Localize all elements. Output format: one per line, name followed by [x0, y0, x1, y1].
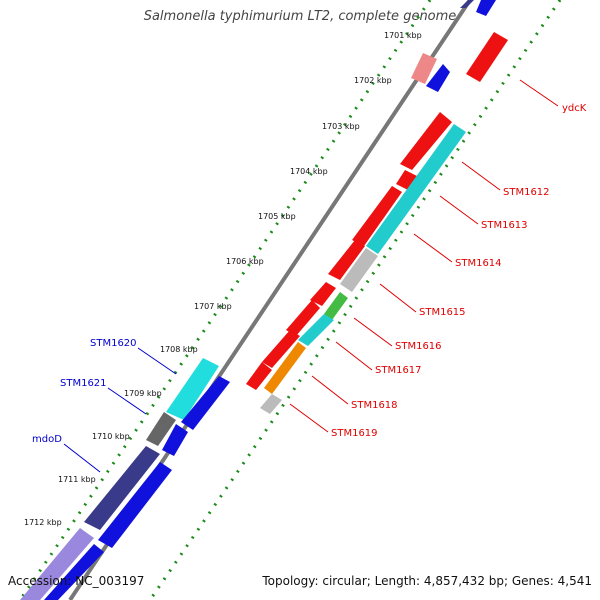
gene-feature[interactable] — [246, 362, 272, 390]
gene-label-stm1616[interactable]: STM1616 — [395, 341, 442, 352]
kbp-tick-labels: 1701 kbp 1702 kbp 1703 kbp 1704 kbp 1705… — [24, 31, 422, 527]
label-leaders — [63, 79, 559, 473]
gene-feature[interactable] — [476, 0, 496, 16]
gene-label-stm1615[interactable]: STM1615 — [419, 307, 466, 318]
gene-feature[interactable] — [310, 282, 336, 306]
gene-labels: ydcK STM1612 STM1613 STM1614 STM1615 STM… — [32, 103, 587, 445]
gene-feature[interactable] — [298, 314, 334, 346]
gene-feature[interactable] — [366, 124, 466, 254]
gene-label-stm1617[interactable]: STM1617 — [375, 365, 422, 376]
gene-label-ydck[interactable]: ydcK — [562, 103, 587, 114]
gene-label-stm1612[interactable]: STM1612 — [503, 187, 550, 198]
gene-feature[interactable] — [324, 292, 348, 320]
gene-feature[interactable] — [84, 446, 160, 530]
tick-label: 1709 kbp — [124, 389, 162, 398]
gene-feature[interactable] — [286, 300, 320, 336]
gene-feature[interactable] — [340, 248, 378, 292]
tick-label: 1708 kbp — [160, 345, 198, 354]
tick-label: 1707 kbp — [194, 302, 232, 311]
gene-feature[interactable] — [400, 112, 452, 170]
leader-line — [439, 195, 479, 225]
leader-line — [311, 375, 349, 405]
leader-line — [289, 403, 329, 433]
scale-track-inner — [148, 0, 562, 600]
gene-label-mdod[interactable]: mdoD — [32, 434, 62, 445]
gene-feature[interactable] — [264, 342, 306, 394]
leader-line — [335, 341, 373, 371]
gene-feature[interactable] — [166, 358, 219, 420]
gene-feature[interactable] — [426, 64, 450, 92]
tick-label: 1703 kbp — [322, 122, 360, 131]
tick-label: 1706 kbp — [226, 257, 264, 266]
gene-label-stm1618[interactable]: STM1618 — [351, 400, 398, 411]
gene-feature[interactable] — [262, 330, 300, 368]
leader-line — [107, 387, 147, 415]
gene-feature[interactable] — [162, 424, 188, 456]
leader-line — [137, 347, 177, 375]
gene-label-stm1621[interactable]: STM1621 — [60, 378, 107, 389]
gene-feature[interactable] — [44, 544, 104, 600]
leader-line — [353, 317, 393, 347]
tick-label: 1704 kbp — [290, 167, 328, 176]
gene-label-stm1619[interactable]: STM1619 — [331, 428, 378, 439]
gene-feature[interactable] — [352, 186, 402, 246]
tick-label: 1705 kbp — [258, 212, 296, 221]
gene-feature[interactable] — [328, 240, 365, 280]
tick-label: 1711 kbp — [58, 475, 96, 484]
tick-label: 1710 kbp — [92, 432, 130, 441]
gene-feature[interactable] — [396, 170, 417, 190]
genome-summary: Topology: circular; Length: 4,857,432 bp… — [262, 574, 592, 588]
tick-label: 1712 kbp — [24, 518, 62, 527]
tick-label: 1702 kbp — [354, 76, 392, 85]
leader-line — [519, 79, 559, 107]
gene-feature[interactable] — [466, 32, 508, 82]
leader-line — [461, 161, 501, 191]
map-title: Salmonella typhimurium LT2, complete gen… — [143, 9, 457, 24]
gene-feature[interactable] — [460, 0, 474, 8]
gene-feature[interactable] — [411, 53, 437, 84]
gene-feature[interactable] — [20, 528, 94, 600]
gene-feature[interactable] — [260, 394, 282, 414]
gene-label-stm1614[interactable]: STM1614 — [455, 258, 502, 269]
gene-feature[interactable] — [146, 412, 176, 446]
gene-label-stm1620[interactable]: STM1620 — [90, 338, 137, 349]
gene-features — [20, 0, 508, 600]
accession-label: Accession: NC_003197 — [8, 574, 145, 588]
tick-label: 1701 kbp — [384, 31, 422, 40]
leader-line — [413, 233, 453, 263]
leader-line — [379, 283, 417, 313]
gene-label-stm1613[interactable]: STM1613 — [481, 220, 528, 231]
leader-line — [63, 443, 101, 473]
scale-track-outer — [18, 0, 432, 600]
gene-feature[interactable] — [181, 376, 230, 430]
gene-feature[interactable] — [98, 462, 172, 548]
